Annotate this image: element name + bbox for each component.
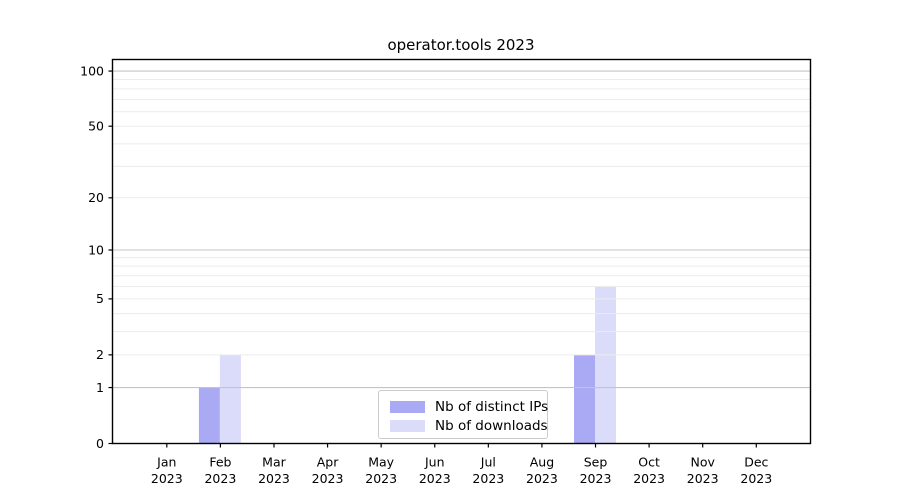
x-tick-label-month: Feb <box>209 455 231 470</box>
chart-title: operator.tools 2023 <box>387 36 535 54</box>
x-tick-label-year: 2023 <box>633 471 665 486</box>
x-tick-label-month: Apr <box>317 455 339 470</box>
legend-swatch-distinct-ips <box>390 400 425 413</box>
x-tick-label-month: Aug <box>530 455 554 470</box>
x-tick-label-year: 2023 <box>204 471 236 486</box>
bar-downloads-feb <box>219 354 241 444</box>
x-tick-label-year: 2023 <box>419 471 451 486</box>
x-tick-label-month: Sep <box>584 455 608 470</box>
x-tick-label-year: 2023 <box>472 471 504 486</box>
x-tick-label-year: 2023 <box>687 471 719 486</box>
x-tick-label-year: 2023 <box>580 471 612 486</box>
x-tick-label-month: Dec <box>744 455 768 470</box>
bar-downloads-sep <box>595 286 617 444</box>
x-tick-label-month: Oct <box>638 455 660 470</box>
bar-distinct-ips-feb <box>198 387 220 444</box>
legend-label-distinct-ips: Nb of distinct IPs <box>435 398 549 415</box>
y-tick-label: 1 <box>96 380 104 395</box>
x-tick-label-month: Jan <box>156 455 176 470</box>
x-tick-label-month: Jun <box>424 455 445 470</box>
plot-border <box>111 58 812 445</box>
x-tick-label-year: 2023 <box>526 471 558 486</box>
bar-distinct-ips-sep <box>574 354 596 444</box>
y-tick-label: 10 <box>88 242 104 257</box>
x-tick-label-month: Jul <box>480 455 496 470</box>
x-tick-label-year: 2023 <box>312 471 344 486</box>
y-tick-label: 0 <box>96 436 104 451</box>
x-tick-label-month: Mar <box>262 455 286 470</box>
legend-label-downloads: Nb of downloads <box>435 417 548 434</box>
y-tick-label: 5 <box>96 291 104 306</box>
y-tick-label: 100 <box>80 63 104 78</box>
x-tick-label-year: 2023 <box>740 471 772 486</box>
x-tick-label-year: 2023 <box>151 471 183 486</box>
legend: Nb of distinct IPs Nb of downloads <box>378 390 548 439</box>
legend-swatch-downloads <box>390 419 425 432</box>
x-tick-label-year: 2023 <box>258 471 290 486</box>
y-tick-label: 50 <box>88 119 104 134</box>
x-tick-label-month: May <box>368 455 394 470</box>
y-tick-label: 20 <box>88 190 104 205</box>
legend-item-distinct-ips: Nb of distinct IPs <box>390 397 549 416</box>
legend-item-downloads: Nb of downloads <box>390 416 548 435</box>
y-tick-label: 2 <box>96 347 104 362</box>
x-tick-label-month: Nov <box>690 455 715 470</box>
x-tick-label-year: 2023 <box>365 471 397 486</box>
